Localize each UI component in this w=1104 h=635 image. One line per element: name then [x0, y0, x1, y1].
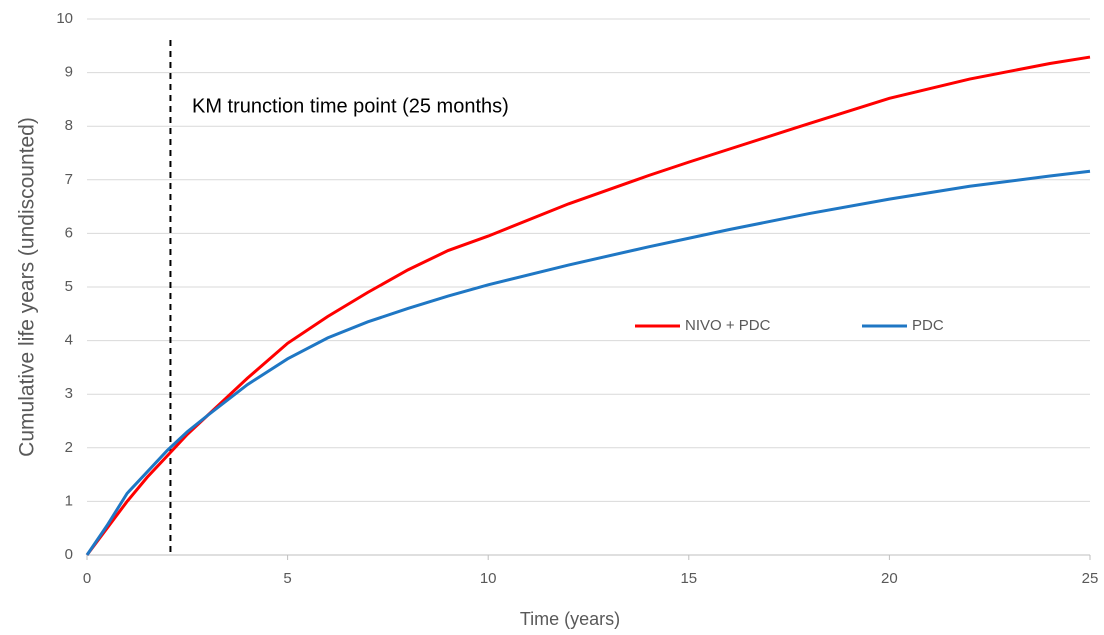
y-tick-label: 9 [65, 64, 73, 81]
x-tick-label: 0 [83, 570, 91, 587]
reference-label: KM trunction time point (25 months) [192, 95, 509, 117]
y-tick-label: 10 [56, 10, 73, 27]
y-tick-label: 3 [65, 385, 73, 402]
y-tick-label: 7 [65, 171, 73, 188]
x-tick-label: 20 [881, 570, 898, 587]
y-tick-label: 4 [65, 332, 73, 349]
y-tick-label: 6 [65, 224, 73, 241]
legend-label: NIVO + PDC [685, 317, 771, 334]
y-axis-label: Cumulative life years (undiscounted) [16, 117, 39, 457]
x-tick-label: 5 [283, 570, 291, 587]
legend-label: PDC [912, 317, 944, 334]
y-tick-label: 0 [65, 546, 73, 563]
series-line [85, 55, 1091, 556]
y-tick-label: 2 [65, 439, 73, 456]
y-tick-label: 1 [65, 492, 73, 509]
x-tick-label: 25 [1082, 570, 1099, 587]
y-tick-label: 5 [65, 278, 73, 295]
series-line [85, 169, 1091, 556]
x-axis-label: Time (years) [520, 609, 620, 629]
x-tick-label: 15 [680, 570, 697, 587]
x-tick-label: 10 [480, 570, 497, 587]
y-tick-label: 8 [65, 117, 73, 134]
